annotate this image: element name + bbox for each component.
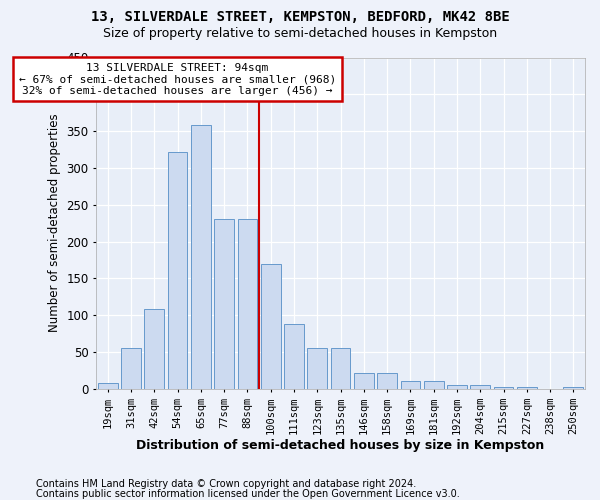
Bar (307, 348, 327, 389)
Bar (191, 125, 211, 389)
Text: Contains public sector information licensed under the Open Government Licence v3: Contains public sector information licen… (36, 489, 460, 499)
Bar (261, 264, 281, 389)
Y-axis label: Number of semi-detached properties: Number of semi-detached properties (47, 114, 61, 332)
Bar (424, 382, 443, 389)
Bar (284, 324, 304, 389)
Bar (377, 372, 397, 389)
Text: Contains HM Land Registry data © Crown copyright and database right 2024.: Contains HM Land Registry data © Crown c… (36, 479, 416, 489)
Bar (563, 388, 583, 389)
Bar (331, 348, 350, 389)
Text: 13 SILVERDALE STREET: 94sqm
← 67% of semi-detached houses are smaller (968)
32% : 13 SILVERDALE STREET: 94sqm ← 67% of sem… (19, 62, 336, 96)
X-axis label: Distribution of semi-detached houses by size in Kempston: Distribution of semi-detached houses by … (136, 440, 545, 452)
Bar (214, 218, 234, 389)
Bar (447, 385, 467, 389)
Bar (494, 386, 514, 389)
Bar (121, 348, 141, 389)
Bar (145, 310, 164, 389)
Bar (517, 386, 536, 389)
Bar (98, 383, 118, 389)
Text: 13, SILVERDALE STREET, KEMPSTON, BEDFORD, MK42 8BE: 13, SILVERDALE STREET, KEMPSTON, BEDFORD… (91, 10, 509, 24)
Bar (238, 218, 257, 389)
Bar (470, 385, 490, 389)
Bar (168, 152, 187, 389)
Bar (401, 382, 420, 389)
Text: Size of property relative to semi-detached houses in Kempston: Size of property relative to semi-detach… (103, 28, 497, 40)
Bar (354, 372, 374, 389)
